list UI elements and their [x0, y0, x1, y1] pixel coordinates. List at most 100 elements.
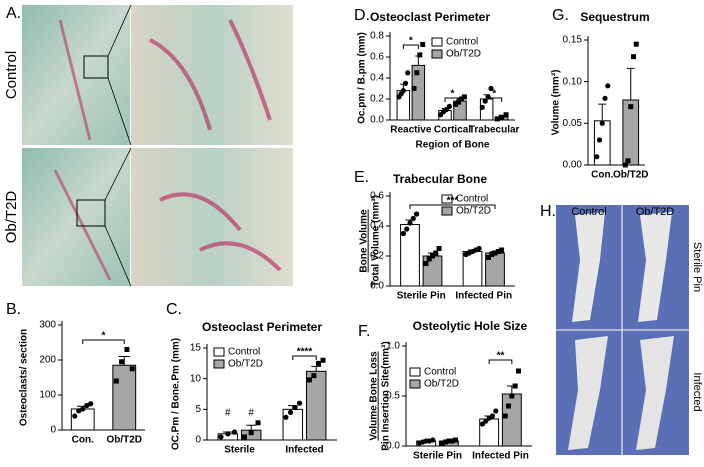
y-tick-label: 300 [39, 320, 56, 331]
y-tick-label: 0.4 [370, 73, 384, 84]
stain [149, 19, 282, 272]
error-bar [118, 356, 130, 366]
chart: Osteolytic Hole Size 0.0 0.5 1.0 Volume Bone… [369, 319, 532, 462]
legend-swatch [441, 206, 453, 216]
significance-label: ** [497, 351, 505, 362]
data-point [292, 404, 298, 411]
legend-label: Control [424, 367, 456, 378]
data-point [605, 83, 611, 89]
panel-label: G. [552, 7, 569, 24]
legend-label: Control [446, 37, 478, 48]
data-point [72, 413, 78, 419]
y-tick-label: 0.10 [563, 76, 583, 87]
row-label: Control [3, 51, 20, 99]
data-point [225, 431, 231, 437]
y-tick-label: 15 [190, 343, 202, 354]
column-label: Control [571, 206, 606, 218]
error-bar [246, 424, 257, 431]
error-bar [598, 103, 607, 121]
data-point [446, 103, 452, 109]
data-point [76, 408, 82, 414]
x-tick-label: Infected Pin [455, 291, 512, 302]
data-point [494, 116, 500, 122]
data-point [119, 359, 125, 365]
data-point [88, 401, 94, 407]
stain [53, 19, 112, 281]
bone [572, 212, 605, 322]
data-point [509, 393, 515, 399]
x-axis-label: Region of Bone [416, 140, 490, 151]
data-point [436, 246, 442, 251]
y-tick-label: 0.6 [370, 52, 384, 63]
microct-images [556, 205, 689, 455]
data-point [449, 438, 455, 444]
significance-bracket [486, 97, 503, 102]
y-axis-label: Oc.pm / B.pm (mm) [357, 32, 368, 124]
legend-swatch [409, 367, 421, 377]
error-bar [626, 67, 635, 100]
y-tick-label: 0.6 [370, 191, 384, 202]
data-point [255, 420, 261, 426]
y-tick-label: 0.0 [370, 281, 384, 292]
y-tick-label: 0.2 [370, 251, 384, 262]
data-point [506, 403, 512, 409]
y-axis-label: OC.Pm / Bone.Pm (mm) [171, 338, 182, 450]
data-point [479, 421, 486, 427]
y-tick-label: 0.2 [370, 94, 384, 105]
data-point [232, 429, 238, 435]
legend-swatch [409, 379, 421, 389]
data-point [602, 95, 608, 101]
data-point [433, 250, 439, 256]
y-tick-label: 10 [190, 373, 202, 384]
panel-label: F. [358, 323, 370, 340]
x-tick-label: Trabecular [469, 125, 520, 136]
data-point [218, 434, 224, 440]
data-point [320, 357, 326, 363]
chart: Osteoclast Perimeter 0 5 10 15 OC.Pm / Bone.P… [171, 320, 337, 456]
data-point [458, 96, 464, 102]
legend-swatch [431, 49, 443, 59]
significance-bracket [444, 97, 461, 102]
data-point [400, 88, 406, 94]
x-tick-label: Sterile Pin [397, 291, 446, 302]
significance-label: *** [447, 196, 459, 207]
legend-label: Ob/T2D [456, 206, 491, 217]
data-point [400, 230, 407, 237]
data-point [129, 366, 135, 372]
significance-label: * [451, 89, 455, 100]
chart-title: Sequestrum [580, 10, 649, 24]
x-tick-label: Sterile Pin [413, 451, 462, 462]
bar [622, 99, 640, 166]
x-tick-label: Infected Pin [472, 451, 529, 462]
data-point [443, 439, 449, 445]
data-point [411, 86, 417, 91]
legend-swatch [431, 37, 443, 47]
y-axis-label: Volume Bone Loss [369, 351, 380, 441]
data-point [414, 70, 420, 76]
y-tick-label: 0 [50, 425, 56, 436]
y-tick-label: 0.00 [563, 160, 583, 171]
data-point [499, 247, 505, 253]
chart-title: Osteoclast Perimeter [202, 320, 322, 334]
data-point [297, 400, 303, 406]
data-point [410, 215, 416, 222]
y-tick-label: 200 [39, 355, 56, 366]
data-point [599, 120, 605, 126]
data-point [483, 418, 489, 424]
bone [636, 336, 674, 450]
chart-title: Trabecular Bone [393, 172, 487, 186]
data-point [446, 438, 452, 444]
data-point [407, 220, 413, 226]
data-point [453, 101, 459, 107]
row-label: Infected [691, 372, 703, 411]
y-axis-label: Pin Insertion Site(mm³) [381, 341, 392, 450]
data-point [452, 437, 458, 443]
histology-images [22, 4, 293, 287]
y-axis-label: Osteoclasts/ section [19, 329, 30, 426]
image-ob-zoom [131, 148, 293, 286]
y-tick-label: 0.15 [563, 35, 583, 46]
chart-title: Osteolytic Hole Size [413, 319, 528, 333]
x-tick-label: Con. [72, 435, 94, 446]
legend-label: Ob/T2D [446, 49, 481, 60]
legend-label: Ob/T2D [228, 359, 263, 370]
